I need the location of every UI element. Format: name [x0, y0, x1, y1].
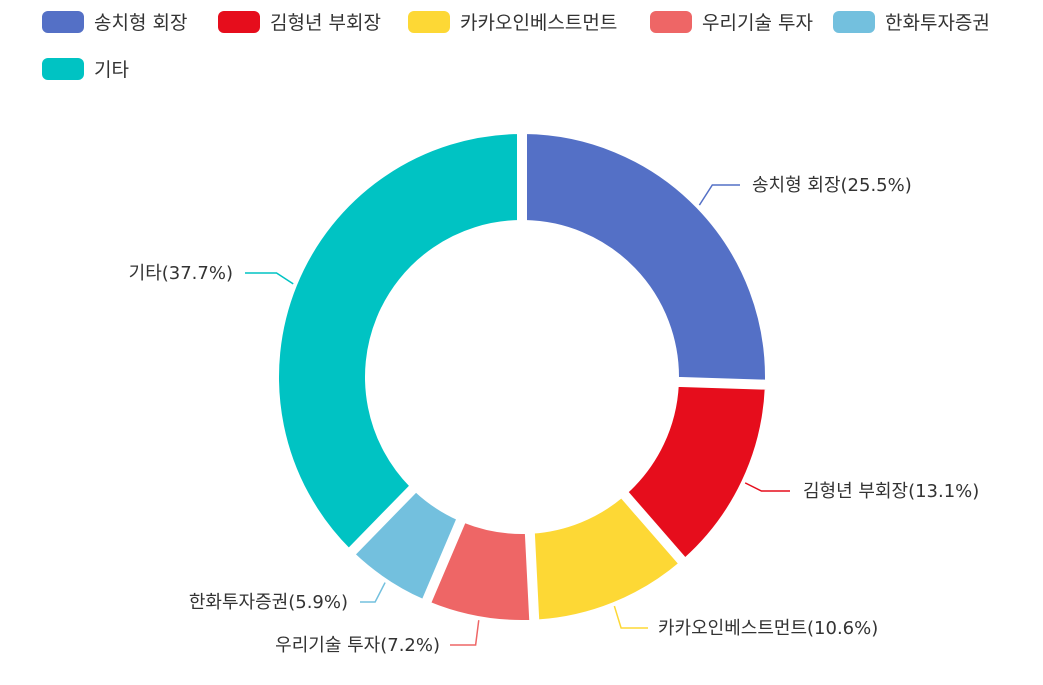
legend-label: 카카오인베스트먼트 — [460, 12, 617, 34]
legend-swatch — [42, 58, 84, 80]
label-leader-line — [360, 582, 386, 603]
slice-label: 기타(37.7%) — [129, 263, 233, 284]
legend-label: 김형년 부회장 — [270, 12, 381, 34]
legend-item[interactable]: 김형년 부회장 — [218, 11, 381, 34]
slice-label: 송치형 회장(25.5%) — [752, 175, 912, 196]
label-leader-line — [744, 482, 790, 492]
donut-slice[interactable] — [275, 130, 521, 553]
legend-swatch — [650, 11, 692, 33]
donut-slice[interactable] — [426, 518, 534, 624]
legend-item[interactable]: 우리기술 투자 — [650, 11, 813, 34]
legend-item[interactable]: 기타 — [42, 58, 129, 81]
slice-label: 우리기술 투자(7.2%) — [275, 635, 440, 656]
slice-labels: 송치형 회장(25.5%) 김형년 부회장(13.1%) 카카오인베스트먼트(10.… — [129, 175, 980, 656]
legend-label: 기타 — [94, 59, 129, 81]
label-leader-line — [450, 620, 480, 646]
legend-swatch — [408, 11, 450, 33]
legend-label: 한화투자증권 — [885, 12, 990, 34]
legend-item[interactable]: 카카오인베스트먼트 — [408, 11, 617, 34]
label-leader-line — [698, 184, 740, 206]
legend-item[interactable]: 한화투자증권 — [833, 11, 990, 34]
legend-label: 송치형 회장 — [94, 12, 187, 34]
legend-item[interactable]: 송치형 회장 — [42, 11, 187, 34]
slice-label: 카카오인베스트먼트(10.6%) — [658, 618, 878, 639]
slice-label: 한화투자증권(5.9%) — [189, 592, 348, 613]
legend-swatch — [218, 11, 260, 33]
donut-slices — [275, 130, 769, 624]
donut-slice[interactable] — [523, 130, 769, 384]
donut-slice[interactable] — [530, 493, 683, 624]
legend-swatch — [833, 11, 875, 33]
label-leader-line — [245, 272, 294, 285]
slice-label: 김형년 부회장(13.1%) — [803, 481, 979, 502]
legend-label: 우리기술 투자 — [702, 12, 813, 34]
legend-swatch — [42, 11, 84, 33]
label-leader-line — [613, 605, 648, 629]
donut-slice[interactable] — [351, 488, 461, 604]
donut-slice[interactable] — [624, 382, 769, 562]
